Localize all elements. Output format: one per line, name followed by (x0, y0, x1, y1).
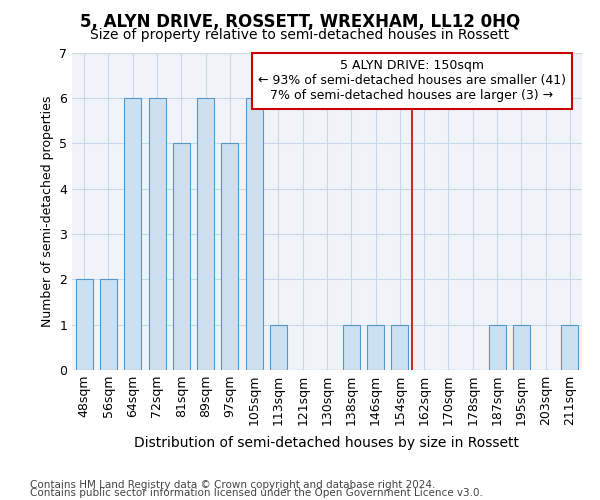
Bar (76, 280, 92, 370)
X-axis label: Distribution of semi-detached houses by size in Rossett: Distribution of semi-detached houses by … (134, 436, 520, 450)
Bar (221, 143, 238, 370)
Y-axis label: Number of semi-detached properties: Number of semi-detached properties (41, 96, 53, 327)
Bar (149, 98, 166, 370)
Bar (562, 324, 578, 370)
Bar (197, 98, 214, 370)
Text: Contains HM Land Registry data © Crown copyright and database right 2024.: Contains HM Land Registry data © Crown c… (30, 480, 436, 490)
Text: Size of property relative to semi-detached houses in Rossett: Size of property relative to semi-detach… (91, 28, 509, 42)
Bar (391, 324, 409, 370)
Bar (124, 98, 141, 370)
Bar (100, 280, 117, 370)
Text: Contains public sector information licensed under the Open Government Licence v3: Contains public sector information licen… (30, 488, 483, 498)
Bar (270, 324, 287, 370)
Bar (488, 324, 505, 370)
Bar (245, 98, 263, 370)
Text: 5 ALYN DRIVE: 150sqm
← 93% of semi-detached houses are smaller (41)
7% of semi-d: 5 ALYN DRIVE: 150sqm ← 93% of semi-detac… (258, 60, 566, 102)
Text: 5, ALYN DRIVE, ROSSETT, WREXHAM, LL12 0HQ: 5, ALYN DRIVE, ROSSETT, WREXHAM, LL12 0H… (80, 12, 520, 30)
Bar (343, 324, 360, 370)
Bar (173, 143, 190, 370)
Bar (367, 324, 384, 370)
Bar (513, 324, 530, 370)
